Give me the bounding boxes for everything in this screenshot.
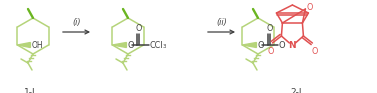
Text: 2-L: 2-L (290, 88, 304, 93)
Text: O: O (135, 24, 142, 33)
Text: O: O (127, 41, 134, 50)
Text: (i): (i) (72, 19, 81, 28)
Polygon shape (17, 43, 31, 48)
Text: N: N (289, 41, 296, 50)
Text: O: O (257, 41, 264, 50)
Polygon shape (242, 43, 256, 48)
Text: O: O (311, 47, 317, 56)
Text: O: O (266, 24, 273, 33)
Text: 1-L: 1-L (24, 88, 38, 93)
Text: O: O (278, 41, 285, 50)
Text: CCl: CCl (149, 41, 163, 50)
Text: O: O (267, 47, 274, 56)
Text: (ii): (ii) (216, 19, 227, 28)
Polygon shape (112, 43, 126, 48)
Text: OH: OH (31, 41, 43, 50)
Text: O: O (307, 3, 313, 12)
Text: 3: 3 (162, 44, 166, 49)
